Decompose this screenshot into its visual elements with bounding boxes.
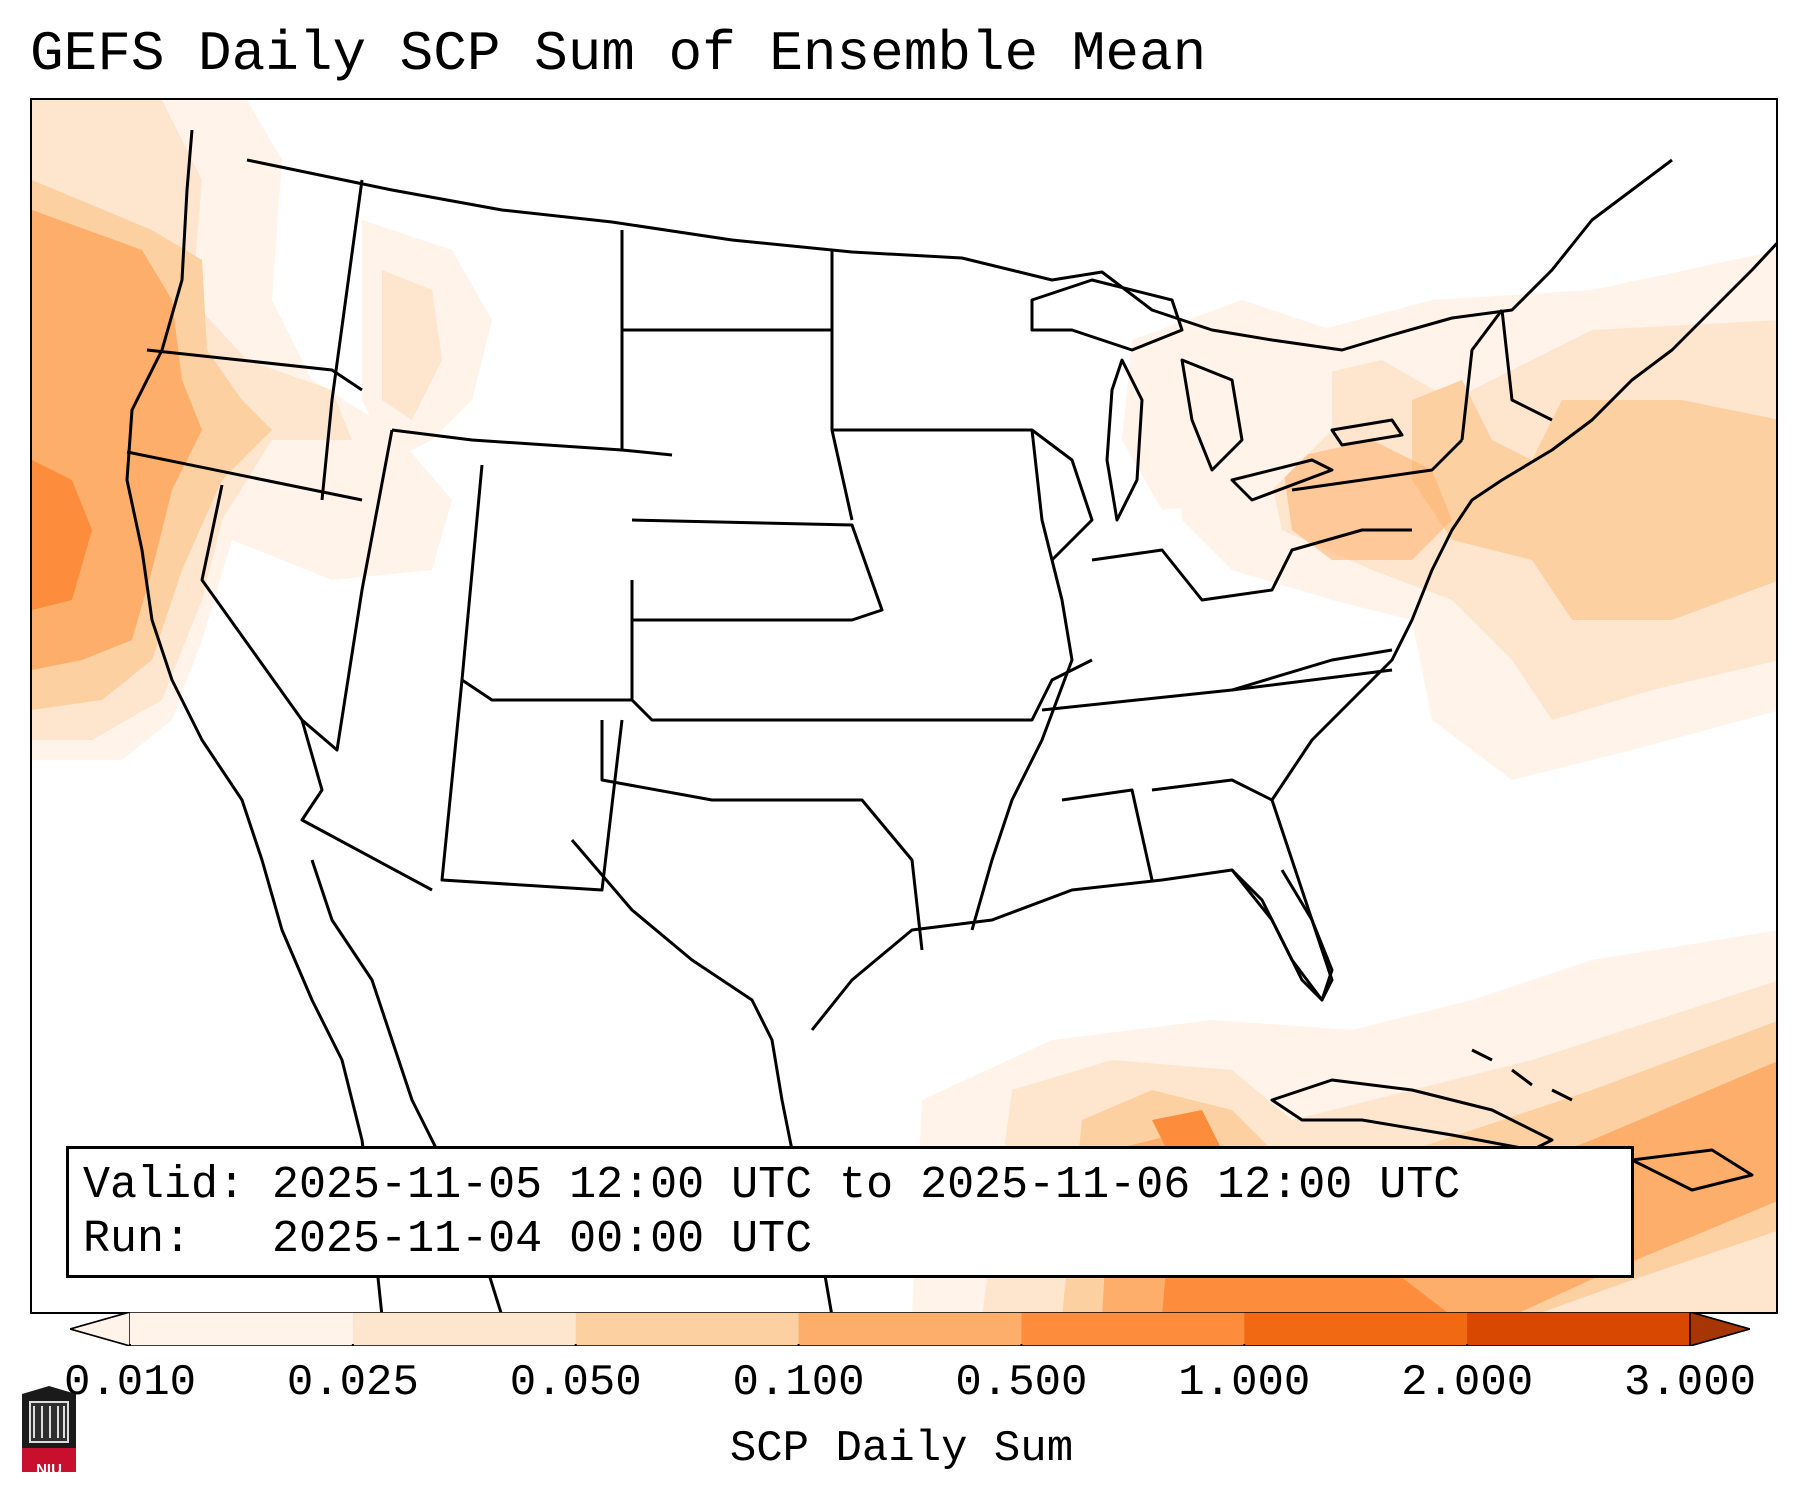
colorbar-tick-label: 3.000 (1623, 1358, 1757, 1408)
bahamas (1471, 1048, 1573, 1102)
colorbar-segment (1467, 1312, 1691, 1346)
lake-huron (1180, 358, 1244, 472)
lake-erie (1230, 458, 1334, 502)
state-line-al-ga (1061, 778, 1273, 881)
run-time: 2025-11-04 00:00 UTC (272, 1214, 813, 1265)
state-line-ca-az (300, 719, 433, 892)
colorbar-tick-label: 0.010 (63, 1358, 197, 1408)
map-title: GEFS Daily SCP Sum of Ensemble Mean (30, 22, 1207, 86)
map-canvas (32, 100, 1776, 1312)
state-line-tn-ky (1041, 668, 1393, 712)
state-line-co-ks (630, 580, 852, 722)
colorbar-tick-label: 0.025 (286, 1358, 419, 1408)
scp-region-great-lakes (1122, 300, 1332, 510)
hispaniola (1630, 1148, 1754, 1192)
colorbar-extend-high (1689, 1312, 1750, 1346)
state-line-pa-ny (1291, 438, 1464, 492)
state-line-mo-ar (852, 658, 1093, 722)
colorbar-tick-label: 0.100 (732, 1358, 865, 1408)
colorbar-extend-low (70, 1312, 131, 1346)
state-line-ok-tx (600, 720, 924, 951)
colorbar-segment (1021, 1312, 1245, 1346)
niu-logo: NIU (20, 1384, 78, 1480)
scp-region-pacific-peak (32, 460, 92, 610)
pacific-coast (125, 129, 384, 1312)
colorbar-tick-label: 0.050 (509, 1358, 642, 1408)
scp-region-rockies-mid (382, 270, 442, 420)
run-label: Run: (83, 1214, 192, 1265)
boundaries (125, 129, 1776, 1312)
atlantic-coast (1270, 242, 1776, 801)
colorbar-segment (1244, 1312, 1468, 1346)
colorbar-segment (352, 1312, 577, 1346)
colorbar (70, 1312, 1750, 1346)
colorbar-tick-label: 0.500 (955, 1358, 1088, 1408)
state-line-mississippi (970, 429, 1074, 931)
colorbar-segment (130, 1312, 354, 1346)
scp-region-northeast-high (1412, 380, 1776, 620)
lake-ontario (1330, 418, 1404, 447)
lake-michigan (1105, 358, 1144, 522)
state-line-dakotas (620, 230, 854, 521)
valid-time-range: 2025-11-05 12:00 UTC to 2025-11-06 12:00… (272, 1160, 1461, 1211)
state-line-va-nc (1231, 648, 1393, 692)
state-line-nv (200, 429, 394, 752)
state-line-mt-wy (391, 428, 673, 457)
state-line-ut-co (460, 464, 632, 702)
colorbar-tick-labels: 0.010 0.025 0.050 0.100 0.500 1.000 2.000 3.000 (0, 1358, 1803, 1418)
colorbar-tick-label: 2.000 (1401, 1358, 1534, 1408)
state-line-id (320, 179, 364, 501)
colorbar-segments (70, 1312, 1750, 1346)
state-line-new-england (1460, 309, 1553, 441)
colorbar-segment (798, 1312, 1022, 1346)
valid-label: Valid: (83, 1160, 246, 1211)
state-line-mn-ia (832, 428, 1094, 562)
canada-border (246, 158, 1673, 352)
state-line-nm-az (440, 679, 624, 892)
florida (1230, 868, 1334, 1002)
lake-superior (1030, 278, 1184, 352)
colorbar-title: SCP Daily Sum (729, 1424, 1074, 1474)
cuba (1270, 1078, 1554, 1152)
map-panel (30, 98, 1778, 1314)
colorbar-segment (575, 1312, 800, 1346)
state-line-wa-or (146, 348, 363, 392)
state-line-ohio (1091, 528, 1412, 602)
niu-logo-icon (22, 1386, 76, 1472)
state-line-ne-ks (631, 518, 884, 622)
niu-logo-text: NIU (36, 1461, 62, 1478)
colorbar-tick-label: 1.000 (1178, 1358, 1311, 1408)
valid-run-info-box: Valid: 2025-11-05 12:00 UTC to 2025-11-0… (66, 1146, 1634, 1278)
